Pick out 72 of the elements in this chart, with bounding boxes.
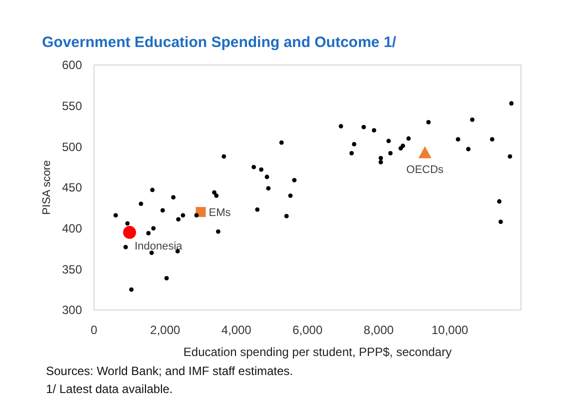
point bbox=[288, 193, 293, 198]
point bbox=[338, 124, 344, 128]
point bbox=[498, 220, 503, 224]
point bbox=[149, 250, 154, 256]
point bbox=[466, 146, 471, 152]
y-tick-label: 450 bbox=[62, 180, 82, 195]
text: 1/ Latest data available. bbox=[46, 382, 173, 396]
x-tick-label: 6,000 bbox=[292, 323, 323, 337]
y-tick-label: 600 bbox=[62, 58, 82, 72]
point bbox=[138, 202, 144, 206]
series-label: EMs bbox=[208, 207, 232, 219]
source-note: Sources: World Bank; and IMF staff estimates. bbox=[46, 364, 293, 378]
point bbox=[292, 178, 297, 182]
point bbox=[386, 138, 391, 144]
point bbox=[164, 276, 169, 280]
point bbox=[378, 160, 383, 164]
point bbox=[176, 217, 181, 222]
point bbox=[406, 136, 411, 141]
point bbox=[255, 207, 260, 212]
y-tick-label: 550 bbox=[62, 99, 82, 114]
point bbox=[146, 231, 151, 236]
y-tick-label: 400 bbox=[62, 222, 82, 236]
point bbox=[490, 137, 494, 142]
y-tick-label: 350 bbox=[62, 262, 82, 276]
y-axis-title: PISA score bbox=[41, 160, 53, 215]
point bbox=[214, 193, 219, 198]
point bbox=[497, 199, 502, 204]
point bbox=[180, 213, 186, 218]
point bbox=[196, 207, 206, 217]
point bbox=[212, 190, 216, 195]
point bbox=[388, 151, 393, 156]
point bbox=[259, 167, 264, 172]
point bbox=[222, 154, 226, 159]
point bbox=[264, 174, 270, 180]
point bbox=[378, 156, 383, 160]
point bbox=[352, 142, 356, 146]
series-label: OECDs bbox=[406, 164, 444, 176]
point bbox=[114, 213, 118, 218]
point bbox=[125, 221, 130, 226]
point bbox=[372, 128, 376, 133]
x-tick-label: 8,000 bbox=[364, 323, 394, 337]
point bbox=[151, 226, 156, 231]
point bbox=[194, 213, 199, 218]
point bbox=[426, 120, 431, 124]
point bbox=[456, 137, 460, 142]
y-tick-label: 300 bbox=[62, 303, 82, 318]
point bbox=[400, 144, 406, 148]
point bbox=[123, 226, 136, 239]
point bbox=[509, 101, 514, 106]
point bbox=[284, 214, 289, 218]
point bbox=[349, 151, 354, 156]
x-tick-label: 0 bbox=[90, 323, 98, 337]
point bbox=[150, 188, 155, 192]
point bbox=[508, 154, 512, 159]
x-tick-label: 2,000 bbox=[150, 323, 181, 337]
point bbox=[216, 229, 220, 234]
y-tick-label: 500 bbox=[62, 140, 82, 154]
series-label: Indonesia bbox=[134, 240, 184, 252]
point bbox=[470, 118, 474, 122]
point bbox=[279, 140, 284, 145]
point bbox=[123, 244, 128, 250]
point bbox=[362, 124, 366, 130]
point bbox=[160, 208, 165, 213]
point bbox=[129, 287, 134, 292]
x-axis-title: Education spending per student, PPP$, secondary bbox=[183, 345, 452, 359]
chart-title: Government Education Spending and Outcome 1/ bbox=[42, 34, 398, 51]
x-tick-label: 4,000 bbox=[221, 323, 252, 337]
point bbox=[266, 186, 271, 191]
point bbox=[418, 146, 432, 158]
point bbox=[171, 195, 176, 200]
point bbox=[252, 164, 256, 170]
x-tick-label: 10,000 bbox=[431, 323, 469, 337]
